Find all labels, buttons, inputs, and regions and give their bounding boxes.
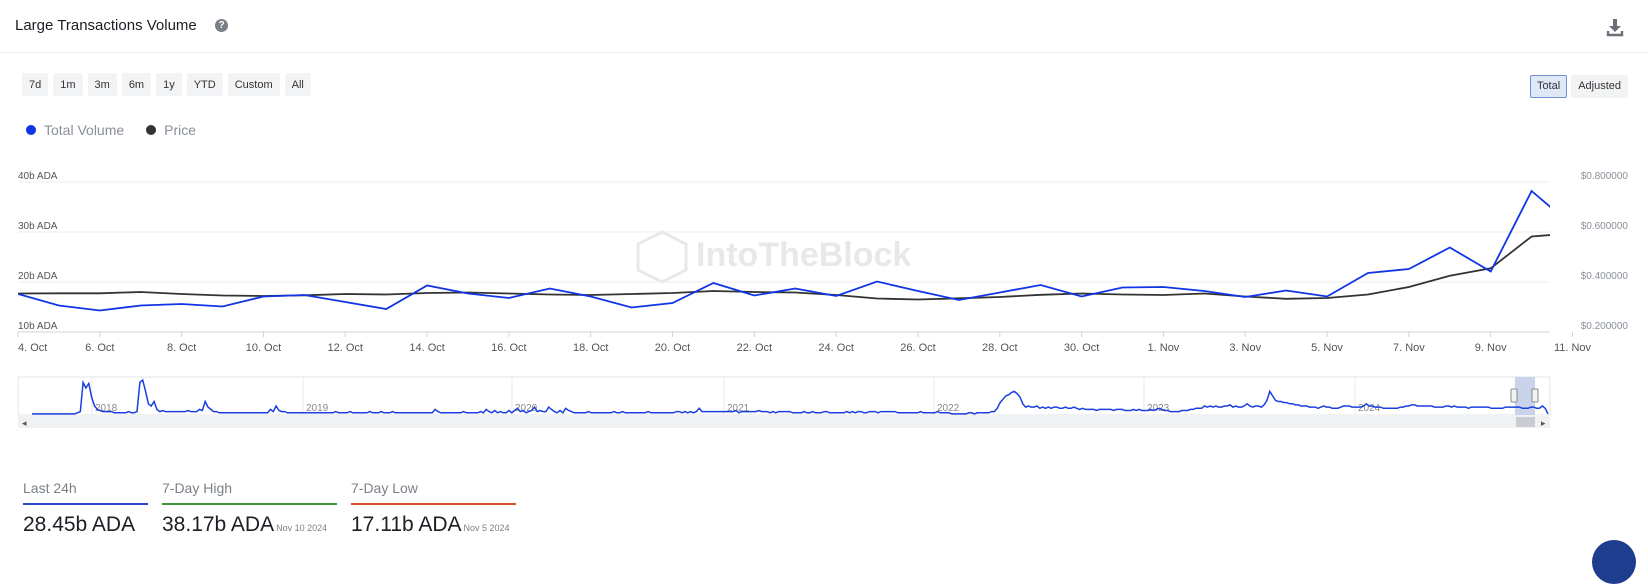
stat-value: 28.45b ADA [23, 513, 136, 536]
y-right-tick-label: $0.200000 [1581, 321, 1629, 332]
stat-value-row: 38.17b ADA Nov 10 2024 [162, 513, 337, 537]
legend-label-price: Price [164, 122, 197, 138]
x-tick-label: 11. Nov [1554, 342, 1592, 354]
x-tick-label: 26. Oct [900, 342, 935, 354]
x-tick-label: 22. Oct [737, 342, 772, 354]
navigator-year-label: 2021 [727, 403, 750, 414]
stat-label: Last 24h [23, 480, 77, 496]
stat-last-24h: Last 24h 28.45b ADA [23, 480, 148, 537]
navigator-year-label: 2022 [937, 403, 960, 414]
y-left-tick-label: 20b ADA [18, 271, 58, 282]
x-tick-label: 12. Oct [328, 342, 363, 354]
watermark: IntoTheBlock [636, 230, 911, 284]
stat-7day-high: 7-Day High 38.17b ADA Nov 10 2024 [162, 480, 337, 537]
volume-series [18, 189, 1550, 312]
navigator-year-label: 2020 [515, 403, 538, 414]
x-tick-label: 7. Nov [1393, 342, 1425, 354]
navigator-handle-right [1531, 388, 1539, 403]
range-button-custom[interactable]: Custom [227, 73, 280, 96]
stat-value: 38.17b ADA [162, 513, 275, 536]
stat-underline [351, 503, 516, 505]
navigator-year-label: 2018 [95, 403, 118, 414]
legend-item-price[interactable]: Price [146, 122, 196, 138]
range-button-all[interactable]: All [284, 73, 311, 96]
legend-dot-volume [26, 125, 36, 135]
x-tick-label: 3. Nov [1229, 342, 1261, 354]
x-tick-label: 24. Oct [818, 342, 853, 354]
stat-underline [162, 503, 337, 505]
stat-date: Nov 10 2024 [276, 523, 328, 533]
mode-button-total[interactable]: Total [1529, 75, 1568, 98]
gridlines [18, 181, 1550, 333]
x-tick-label: 4. Oct [18, 342, 47, 354]
x-tick-label: 28. Oct [982, 342, 1017, 354]
stat-label: 7-Day Low [351, 480, 418, 496]
y-right-tick-label: $0.600000 [1581, 221, 1629, 232]
stat-label: 7-Day High [162, 480, 233, 496]
navigator-frame [17, 376, 1551, 416]
chat-launcher-button[interactable] [1592, 540, 1636, 584]
x-tick-label: 8. Oct [167, 342, 196, 354]
chart-legend: Total Volume Price [26, 122, 196, 138]
volume-line [18, 189, 1550, 312]
stat-7day-low: 7-Day Low 17.11b ADA Nov 5 2024 [351, 480, 516, 537]
range-button-7d[interactable]: 7d [22, 73, 49, 96]
y-left-tick-label: 40b ADA [18, 171, 58, 182]
x-tick-label: 30. Oct [1064, 342, 1099, 354]
range-button-3m[interactable]: 3m [87, 73, 117, 96]
x-tick-label: 20. Oct [655, 342, 690, 354]
x-tick-label: 10. Oct [246, 342, 281, 354]
stat-underline [23, 503, 148, 505]
x-tick-label: 16. Oct [491, 342, 526, 354]
mode-toggle: Total Adjusted [1529, 75, 1628, 98]
x-tick-label: 5. Nov [1311, 342, 1343, 354]
chart-area: IntoTheBlock 10b ADA 20b ADA 30b ADA 40b AD… [17, 171, 1629, 428]
scroll-right-arrow-icon: ▸ [1541, 418, 1546, 428]
range-selector: 7d 1m 3m 6m 1y YTD Custom All [22, 73, 311, 96]
range-button-1m[interactable]: 1m [53, 73, 83, 96]
question-circle-icon[interactable]: ? [215, 19, 228, 32]
watermark-text: IntoTheBlock [696, 236, 911, 274]
chart-header: Large Transactions Volume ? [0, 0, 1648, 53]
scroll-left-arrow-icon: ◂ [22, 418, 27, 428]
stat-date: Nov 5 2024 [463, 523, 510, 533]
range-button-6m[interactable]: 6m [121, 73, 152, 96]
y-left-tick-label: 30b ADA [18, 221, 58, 232]
legend-item-volume[interactable]: Total Volume [26, 122, 124, 138]
navigator-year-label: 2019 [306, 403, 329, 414]
x-axis: 4. Oct 6. Oct 8. Oct 10. Oct 12. Oct 14. Oct 1… [17, 332, 1592, 354]
x-tick-label: 1. Nov [1148, 342, 1180, 354]
y-right-tick-label: $0.400000 [1581, 271, 1629, 282]
y-axis-right: $0.200000 $0.400000 $0.600000 $0.800000 [1581, 171, 1629, 332]
navigator-selection [1515, 377, 1535, 415]
range-button-1y[interactable]: 1y [156, 73, 182, 96]
page-title: Large Transactions Volume [15, 17, 197, 34]
x-tick-label: 9. Nov [1475, 342, 1507, 354]
y-axis-left: 10b ADA 20b ADA 30b ADA 40b ADA [18, 171, 58, 332]
stat-value: 17.11b ADA [351, 513, 462, 536]
navigator-line [32, 378, 1549, 415]
navigator-handle-left [1510, 388, 1518, 403]
navigator[interactable]: 2018 2019 2020 2021 2022 2023 2024◂ ▸ [17, 376, 1551, 428]
y-left-tick-label: 10b ADA [18, 321, 58, 332]
navigator-scrollbar-thumb [1516, 417, 1535, 427]
navigator-year-label: 2024 [1358, 403, 1381, 414]
navigator-scrollbar [18, 416, 1550, 428]
mode-button-adjusted[interactable]: Adjusted [1571, 75, 1628, 98]
download-icon[interactable] [1605, 17, 1625, 37]
stats-row: Last 24h 28.45b ADA 7-Day High 38.17b AD… [23, 480, 516, 537]
range-button-ytd[interactable]: YTD [186, 73, 223, 96]
stat-value-row: 17.11b ADA Nov 5 2024 [351, 513, 516, 537]
legend-label-volume: Total Volume [44, 122, 125, 138]
x-tick-label: 6. Oct [85, 342, 114, 354]
stat-value-row: 28.45b ADA [23, 513, 148, 537]
watermark-logo-icon [636, 230, 688, 284]
x-tick-label: 18. Oct [573, 342, 608, 354]
x-tick-label: 14. Oct [409, 342, 444, 354]
legend-dot-price [146, 125, 157, 135]
y-right-tick-label: $0.800000 [1581, 171, 1629, 182]
